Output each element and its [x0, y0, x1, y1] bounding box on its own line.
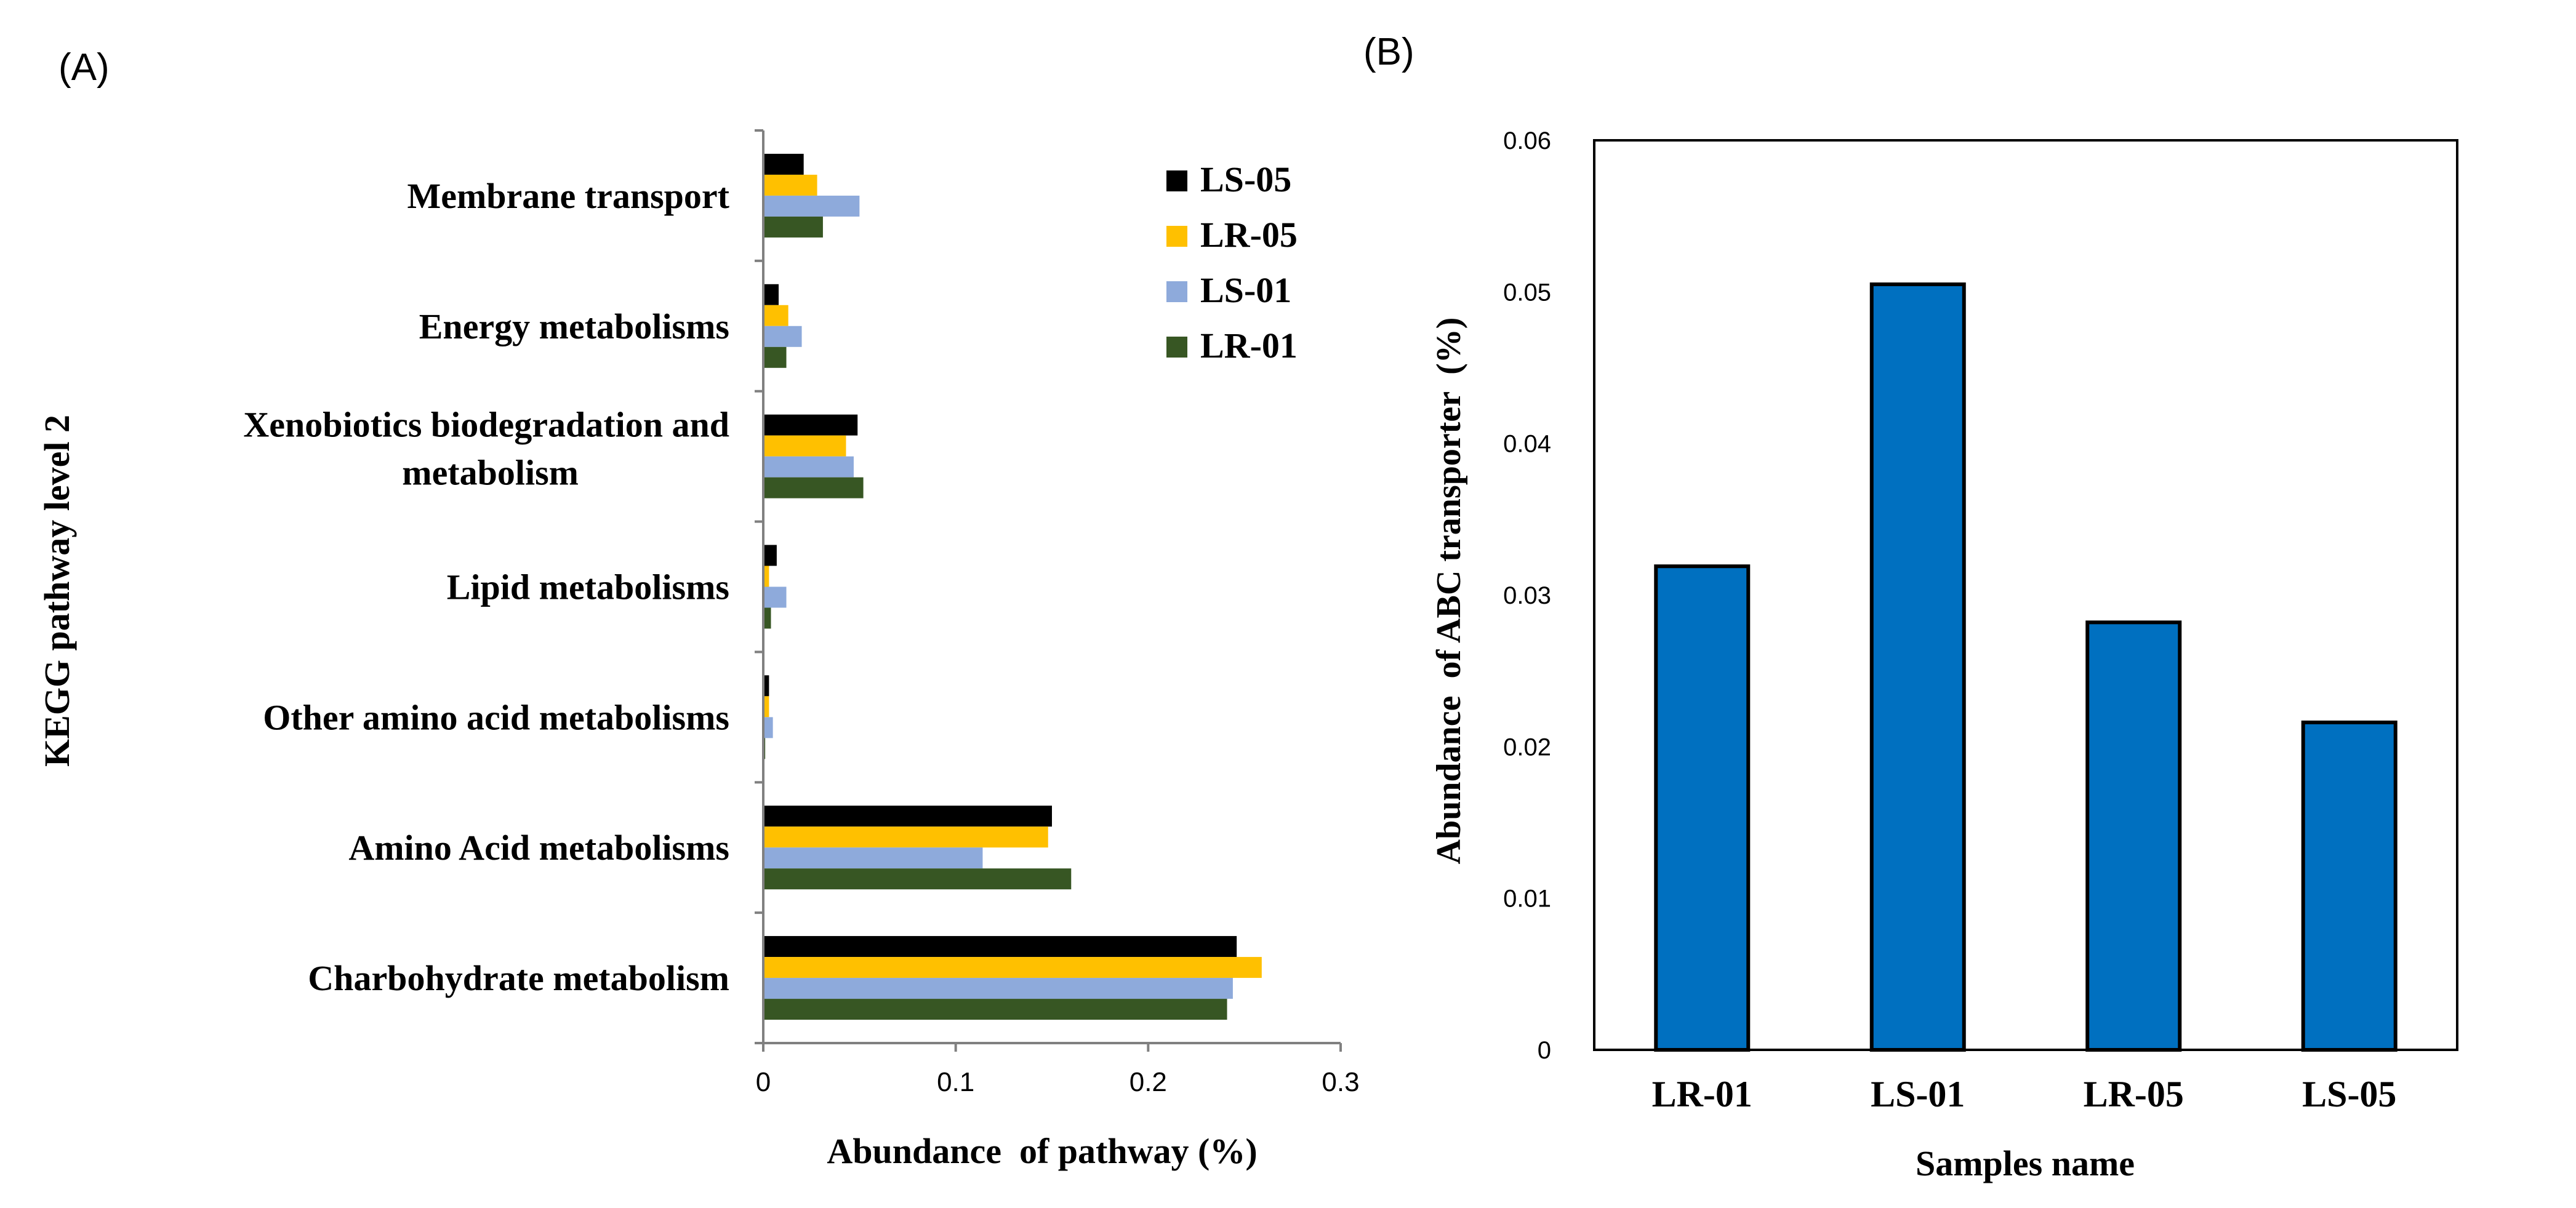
panel-b-y-tick-labels: 0 0.01 0.02 0.03 0.04 0.05 0.06 — [1503, 127, 1551, 1064]
panel-b-y-tick-label: 0.03 — [1503, 582, 1551, 609]
panel-b-x-tick-labels: LR-01 LS-01 LR-05 LS-05 — [1652, 1074, 2397, 1114]
panel-b-y-axis-title: Abundance of ABC transporter (%) — [1430, 318, 1468, 865]
legend-label-lr-05: LR-05 — [1200, 215, 1298, 255]
legend-label-ls-05: LS-05 — [1200, 159, 1291, 199]
panel-a-category-labels: Membrane transport Energy metabolisms Xeno… — [243, 176, 729, 998]
panel-a-x-tick-label: 0.1 — [937, 1067, 974, 1097]
legend-swatch-ls-05 — [1166, 170, 1187, 191]
bar-lr-01-amino-acid-metabolisms — [763, 868, 1072, 890]
bar-lr-01-membrane-transport — [763, 216, 823, 238]
category-label-amino-acid-metabolisms: Amino Acid metabolisms — [348, 828, 729, 868]
legend-label-lr-01: LR-01 — [1200, 326, 1298, 366]
bar-ls-05-energy-metabolisms — [763, 284, 779, 305]
bar-lr-05-xenobiotics-biodegradation-and-metabolism — [763, 435, 846, 457]
legend-swatch-lr-01 — [1166, 337, 1187, 358]
panel-a-x-axis-title: Abundance of pathway (%) — [827, 1131, 1257, 1171]
category-label-xenobiotics-biodegradation-and-metabolism: Xenobiotics biodegradation and metabolism — [243, 405, 729, 493]
panel-a-x-ticks — [762, 1043, 1342, 1052]
x-tick-label-lr-05: LR-05 — [2084, 1074, 2184, 1114]
bar-ls-05-amino-acid-metabolisms — [763, 806, 1052, 827]
panel-a-x-tick-label: 0.2 — [1130, 1067, 1167, 1097]
panel-a-y-axis-title: KEGG pathway level 2 — [37, 415, 77, 767]
bar-ls-05-charbohydrate-metabolism — [763, 936, 1237, 958]
bar-lr-05-other-amino-acid-metabolisms — [763, 696, 769, 718]
x-tick-label-ls-01: LS-01 — [1871, 1074, 1965, 1114]
bar-ls-01-charbohydrate-metabolism — [763, 978, 1233, 999]
bar-lr-01-energy-metabolisms — [763, 346, 787, 368]
panel-a-x-tick-labels: 0 0.1 0.2 0.3 — [756, 1067, 1360, 1097]
panel-b-label: (B) — [1363, 31, 1414, 73]
bar-lr-01-lipid-metabolisms — [763, 607, 771, 629]
category-label-lipid-metabolisms: Lipid metabolisms — [447, 567, 729, 607]
category-label-other-amino-acid-metabolisms: Other amino acid metabolisms — [263, 697, 729, 737]
panel-a-x-tick-label: 0.3 — [1322, 1067, 1359, 1097]
bar-lr-05-membrane-transport — [763, 174, 817, 196]
panel-a-y-ticks — [755, 129, 763, 1044]
category-label-membrane-transport: Membrane transport — [407, 176, 729, 216]
bar-lr-01-xenobiotics-biodegradation-and-metabolism — [763, 477, 864, 498]
panel-b-y-tick-label: 0.06 — [1503, 127, 1551, 154]
panel-b-y-tick-label: 0.01 — [1503, 886, 1551, 913]
legend-swatch-lr-05 — [1166, 226, 1187, 247]
panel-b-y-tick-label: 0.04 — [1503, 431, 1551, 458]
bar-ls-05-xenobiotics-biodegradation-and-metabolism — [763, 414, 858, 436]
panel-a-label: (A) — [58, 46, 110, 89]
x-tick-label-lr-01: LR-01 — [1652, 1074, 1752, 1114]
bar-lr-01 — [1654, 564, 1751, 1052]
x-tick-label-ls-05: LS-05 — [2302, 1074, 2396, 1114]
bar-lr-01-charbohydrate-metabolism — [763, 999, 1227, 1020]
panel-b-y-tick-label: 0.05 — [1503, 279, 1551, 306]
legend-label-ls-01: LS-01 — [1200, 270, 1291, 310]
bar-lr-05-energy-metabolisms — [763, 305, 788, 326]
bar-ls-05-other-amino-acid-metabolisms — [763, 675, 769, 697]
bar-ls-01-other-amino-acid-metabolisms — [763, 717, 773, 738]
panel-b-y-tick-label: 0 — [1538, 1037, 1551, 1064]
panel-a-chart: 0 0.1 0.2 0.3 Membrane transport Energy meta… — [37, 129, 1360, 1171]
panel-a-bars — [763, 153, 1262, 1020]
bar-ls-05-lipid-metabolisms — [763, 545, 777, 566]
legend-swatch-ls-01 — [1166, 281, 1187, 302]
bar-ls-05-membrane-transport — [763, 153, 804, 175]
bar-lr-05 — [2085, 620, 2182, 1052]
bar-ls-01 — [1869, 282, 1966, 1052]
category-label-energy-metabolisms: Energy metabolisms — [419, 306, 729, 346]
panel-b-y-tick-label: 0.02 — [1503, 734, 1551, 761]
panel-b-x-axis-title: Samples name — [1916, 1143, 2135, 1183]
panel-a-legend: LS-05 LR-05 LS-01 LR-01 — [1166, 159, 1298, 366]
panel-a-x-tick-label: 0 — [756, 1067, 771, 1097]
bar-ls-01-xenobiotics-biodegradation-and-metabolism — [763, 456, 854, 478]
panel-b-bars — [1654, 282, 2397, 1052]
bar-ls-01-energy-metabolisms — [763, 326, 802, 347]
bar-lr-05-charbohydrate-metabolism — [763, 957, 1262, 978]
panel-b-plot-frame — [1593, 139, 2458, 1051]
bar-lr-05-lipid-metabolisms — [763, 566, 769, 587]
category-label-charbohydrate-metabolism: Charbohydrate metabolism — [308, 958, 729, 998]
bar-ls-01-amino-acid-metabolisms — [763, 847, 983, 869]
panel-b-chart: 00.010.020.030.040.050.06 LR-01 LS-01 LR-0… — [1430, 127, 2458, 1183]
bar-ls-01-membrane-transport — [763, 195, 860, 217]
bar-lr-05-amino-acid-metabolisms — [763, 826, 1048, 848]
bar-ls-05 — [2301, 720, 2397, 1052]
bar-ls-01-lipid-metabolisms — [763, 586, 787, 608]
